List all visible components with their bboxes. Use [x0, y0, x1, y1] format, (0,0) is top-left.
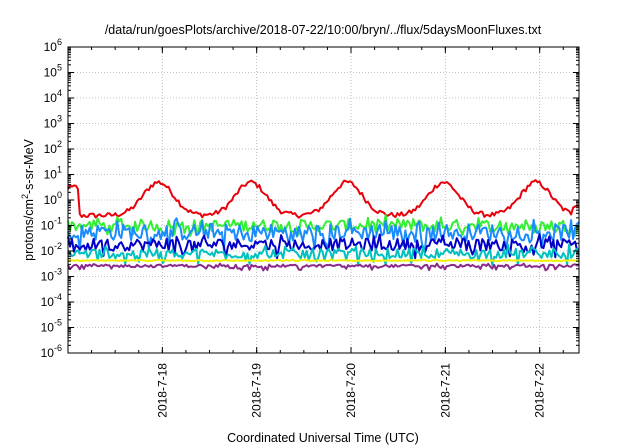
y-tick-label: 105	[44, 63, 62, 80]
chart-title: /data/run/goesPlots/archive/2018-07-22/1…	[105, 23, 542, 37]
y-tick-label: 10-4	[41, 292, 62, 309]
x-tick-label: 2018-7-20	[344, 363, 358, 418]
y-tick-label: 10-3	[41, 267, 62, 284]
y-tick-label: 10-1	[41, 216, 62, 233]
y-tick-label: 106	[44, 37, 62, 54]
y-tick-label: 10-2	[41, 241, 62, 258]
y-axis-label: protons/cm2-s-sr-MeV	[20, 138, 36, 260]
y-tick-label: 100	[44, 190, 62, 207]
x-tick-label: 2018-7-19	[250, 363, 264, 418]
x-tick-label: 2018-7-22	[533, 363, 547, 418]
y-tick-label: 102	[44, 139, 62, 156]
y-tick-label: 101	[44, 165, 62, 182]
y-axis: 10-6 10-5 10-4 10-3 10-2 10-1 100 101 102 103 104 1…	[41, 37, 579, 360]
x-tick-label: 2018-7-21	[438, 363, 452, 418]
y-tick-label: 10-6	[41, 343, 62, 360]
y-tick-label: 104	[44, 88, 62, 105]
x-tick-label: 2018-7-18	[155, 363, 169, 418]
y-tick-label: 103	[44, 114, 62, 131]
data-series-line	[67, 179, 580, 219]
grid	[68, 47, 579, 353]
data-series-line	[67, 243, 580, 266]
data-series-line	[67, 262, 580, 272]
data-series-line	[67, 233, 580, 260]
data-series-line	[67, 258, 580, 263]
y-tick-label: 10-5	[41, 318, 62, 335]
x-axis-label: Coordinated Universal Time (UTC)	[227, 431, 419, 445]
x-axis: 2018-7-18 2018-7-19 2018-7-20 2018-7-21 2018…	[91, 47, 564, 418]
